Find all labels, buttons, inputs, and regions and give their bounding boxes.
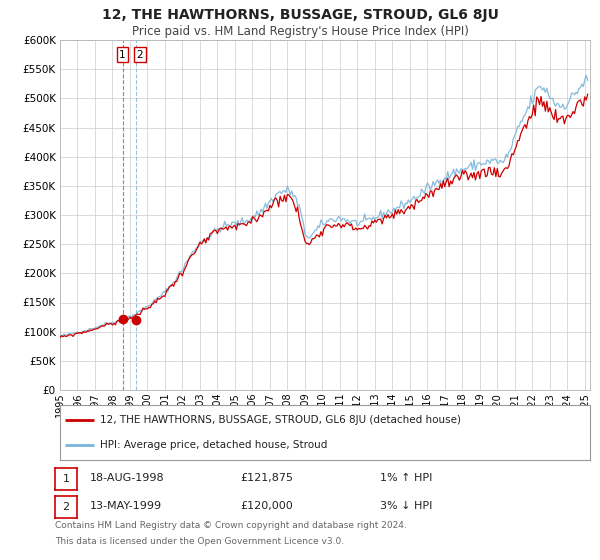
Text: This data is licensed under the Open Government Licence v3.0.: This data is licensed under the Open Gov… — [55, 537, 344, 546]
Text: HPI: Average price, detached house, Stroud: HPI: Average price, detached house, Stro… — [100, 440, 327, 450]
Text: 12, THE HAWTHORNS, BUSSAGE, STROUD, GL6 8JU (detached house): 12, THE HAWTHORNS, BUSSAGE, STROUD, GL6 … — [100, 415, 461, 425]
Text: 2: 2 — [62, 502, 70, 512]
Text: Contains HM Land Registry data © Crown copyright and database right 2024.: Contains HM Land Registry data © Crown c… — [55, 521, 407, 530]
Text: 1% ↑ HPI: 1% ↑ HPI — [380, 473, 433, 483]
Text: 13-MAY-1999: 13-MAY-1999 — [90, 501, 162, 511]
Text: £121,875: £121,875 — [240, 473, 293, 483]
Text: 2: 2 — [137, 50, 143, 59]
Text: 3% ↓ HPI: 3% ↓ HPI — [380, 501, 433, 511]
Text: 1: 1 — [119, 50, 126, 59]
Text: 12, THE HAWTHORNS, BUSSAGE, STROUD, GL6 8JU: 12, THE HAWTHORNS, BUSSAGE, STROUD, GL6 … — [101, 8, 499, 22]
Text: Price paid vs. HM Land Registry's House Price Index (HPI): Price paid vs. HM Land Registry's House … — [131, 25, 469, 38]
Text: 1: 1 — [62, 474, 70, 484]
Text: £120,000: £120,000 — [240, 501, 293, 511]
Text: 18-AUG-1998: 18-AUG-1998 — [90, 473, 164, 483]
